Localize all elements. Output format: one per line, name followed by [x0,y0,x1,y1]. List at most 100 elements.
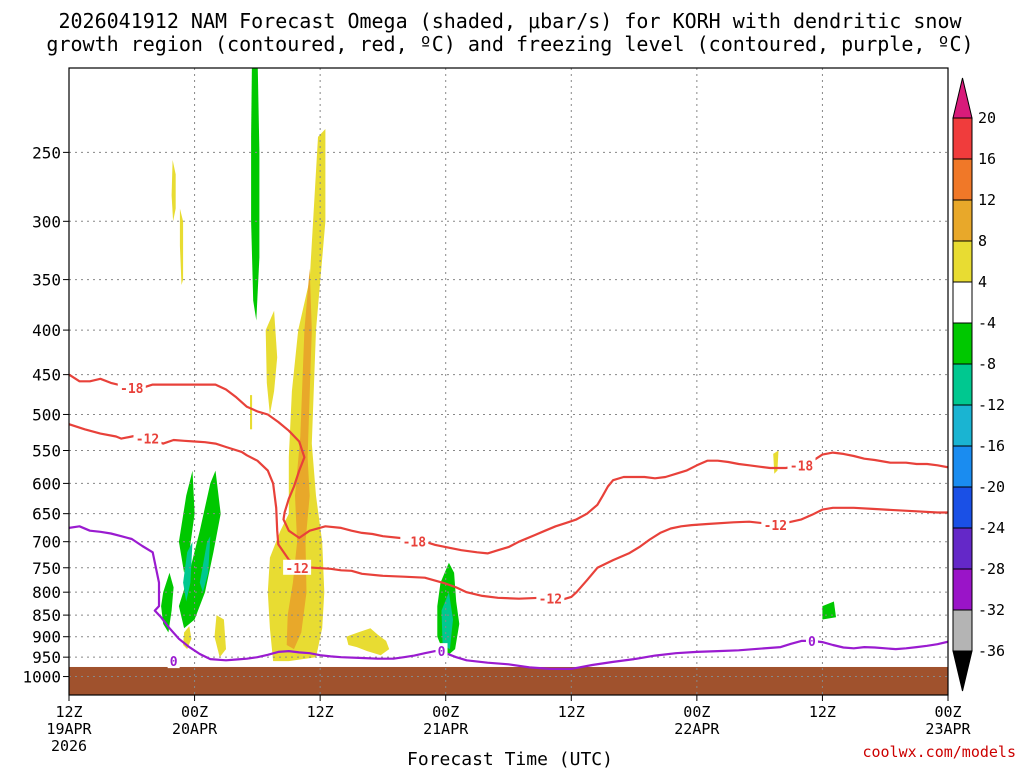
contour-label-bg-5 [787,457,816,473]
contour-label-bg-7 [167,653,180,669]
y-tick-label-950: 950 [32,648,61,667]
x-tick-label-1-0: 00Z [181,703,208,721]
contour-label-8: 0 [438,645,446,660]
colorbar-swatch-10 [952,527,973,570]
contour-label-0: -18 [120,382,144,397]
chart-title-line-2: growth region (contoured, red, ºC) and f… [46,32,973,56]
y-tick-label-350: 350 [32,271,61,290]
x-tick-label-3-0: 00Z [432,703,459,721]
contour-label-6: -12 [764,519,787,534]
colorbar-swatch-7 [952,404,973,447]
contour-label-2: -18 [403,536,427,551]
x-tick-label-0-2: 2026 [51,737,87,755]
omega-region-dn-h [250,395,253,430]
y-tick-label-700: 700 [32,533,61,552]
colorbar-label-2: 12 [978,191,996,209]
chart-title: 2026041912 NAM Forecast Omega (shaded, μ… [46,9,973,56]
colorbar-label-1: 16 [978,150,996,168]
y-tick-label-850: 850 [32,606,61,625]
y-tick-label-1000: 1000 [22,668,61,687]
omega-shading-layer [161,68,836,662]
omega-region-dn-b [265,310,278,415]
y-tick-label-450: 450 [32,366,61,385]
contour-t-18 [69,373,948,555]
contour-frz-0 [69,525,948,670]
contour-label-bg-0 [117,379,146,395]
grid-lines [69,68,948,695]
omega-region-dn-d [346,628,390,656]
x-tick-label-5-0: 00Z [683,703,710,721]
colorbar-label-10: -24 [978,519,1005,537]
x-axis-title: Forecast Time (UTC) [407,749,613,768]
colorbar-label-0: 20 [978,109,996,127]
omega-region-up-h [441,592,453,650]
contour-label-bg-1 [133,430,162,446]
contour-labels: -18 -12 -18 -12 -12 -18 -12 0 0 0 [117,379,818,670]
contour-label-5: -18 [790,459,814,474]
contour-label-1: -12 [136,433,159,448]
colorbar-swatch-4 [952,281,973,324]
contour-label-bg-6 [761,517,790,533]
credit-text: coolwx.com/models [862,743,1016,761]
omega-region-up-e [199,536,211,593]
colorbar-swatch-11 [952,568,973,611]
contour-label-bg-3 [283,559,312,575]
x-tick-label-4-0: 12Z [558,703,585,721]
colorbar-label-12: -32 [978,601,1005,619]
colorbar-swatch-3 [952,240,973,283]
contour-label-bg-8 [435,643,448,659]
colorbar-label-13: -36 [978,642,1005,660]
colorbar-label-4: 4 [978,273,987,291]
omega-region-up-c [178,470,195,573]
colorbar-swatch-bottom [952,650,973,692]
colorbar-swatch-6 [952,363,973,406]
y-tick-label-600: 600 [32,474,61,493]
x-tick-label-1-1: 20APR [172,720,218,738]
colorbar-swatch-9 [952,486,973,529]
omega-region-dn-c [214,615,226,658]
contour-label-bg-9 [805,632,818,648]
y-tick-label-750: 750 [32,559,61,578]
contour-label-3: -12 [285,562,308,577]
plot-frame [68,67,949,696]
omega-region-up-a [161,572,174,633]
contour-label-bg-4 [536,590,565,606]
y-tick-label-250: 250 [32,143,61,162]
contour-label-7: 0 [170,655,178,670]
plot-area [69,68,948,695]
terrain-band [69,666,948,695]
x-tick-label-0-1: 19APR [46,720,92,738]
y-tick-label-300: 300 [32,212,61,231]
omega-region-up-b [178,470,221,629]
colorbar-label-9: -20 [978,478,1005,496]
plot-border [68,67,949,696]
y-tick-label-400: 400 [32,321,61,340]
x-tick-label-6-0: 12Z [809,703,836,721]
colorbar-swatch-2 [952,199,973,242]
y-axis: 250 300 350 400 450 500 550 600 650 700 750 800 850 9… [22,143,69,687]
omega-region-dn-g [179,208,184,285]
colorbar-swatch-1 [952,158,973,201]
x-tick-label-0-0: 12Z [55,703,82,721]
colorbar-label-7: -12 [978,396,1005,414]
y-tick-label-800: 800 [32,583,61,602]
contour-label-9: 0 [808,635,816,650]
colorbar-label-5: -4 [978,314,996,332]
chart-title-line-1: 2026041912 NAM Forecast Omega (shaded, μ… [58,9,962,33]
x-tick-label-3-1: 21APR [423,720,469,738]
colorbar-swatch-12 [952,609,973,652]
omega-region-up-d [183,541,193,602]
x-tick-label-5-1: 22APR [674,720,720,738]
omega-region-dn-j [286,268,312,650]
colorbar-label-3: 8 [978,232,987,250]
omega-region-dn-a [267,129,326,662]
colorbar-label-6: -8 [978,355,996,373]
contour-label-bg-2 [400,533,429,549]
terrain-layer [69,666,948,695]
y-tick-label-900: 900 [32,628,61,647]
x-tick-label-7-1: 23APR [925,720,971,738]
colorbar: 20 16 12 8 4 -4 -8 -12 -16 -20 -24 -28 -32 -36 [952,77,1005,692]
colorbar-swatch-8 [952,445,973,488]
